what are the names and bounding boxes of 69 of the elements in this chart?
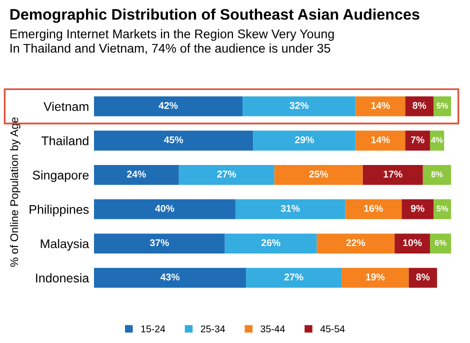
legend-label: 45-54 bbox=[320, 326, 345, 332]
data-label: 42% bbox=[158, 102, 178, 109]
data-label: 10% bbox=[403, 239, 422, 246]
data-label: 43% bbox=[160, 274, 180, 280]
bar bbox=[430, 234, 452, 254]
y-tick-label: Thailand bbox=[41, 136, 88, 146]
bar bbox=[356, 130, 406, 151]
bar bbox=[178, 164, 274, 185]
bar bbox=[274, 164, 363, 185]
bar bbox=[94, 164, 179, 185]
y-axis-title: % of Online Population by Age bbox=[10, 118, 20, 267]
chart-title: Demographic Distribution of Southeast Asian Audiences bbox=[10, 8, 420, 23]
data-label: 31% bbox=[280, 204, 300, 212]
y-tick-label: Indonesia bbox=[36, 273, 90, 282]
data-label: 45% bbox=[164, 136, 184, 144]
legend-label: 25-34 bbox=[200, 325, 225, 332]
data-label: 29% bbox=[295, 136, 314, 144]
bar bbox=[342, 268, 409, 288]
data-label: 8% bbox=[431, 171, 443, 178]
data-label: 8% bbox=[416, 274, 430, 280]
y-tick-label: Philippines bbox=[30, 204, 89, 216]
bar bbox=[246, 268, 342, 288]
bar bbox=[362, 164, 423, 185]
data-label: 7% bbox=[410, 136, 424, 144]
data-label: 26% bbox=[261, 239, 280, 246]
data-label: 5% bbox=[436, 102, 448, 109]
data-label: 6% bbox=[434, 240, 446, 246]
data-label: 16% bbox=[364, 204, 383, 212]
data-label: 32% bbox=[290, 102, 309, 109]
bar bbox=[434, 96, 452, 116]
data-label: 27% bbox=[284, 274, 304, 280]
bar bbox=[405, 130, 430, 151]
chart-subtitle: Emerging Internet Markets in the Region Skew Very Young In Thailand and Vietnam, 74% of the audience is under 35 bbox=[10, 29, 334, 54]
data-label: 40% bbox=[155, 204, 174, 212]
bar bbox=[405, 96, 434, 116]
data-label: 22% bbox=[346, 239, 366, 246]
y-tick-label: Singapore bbox=[32, 170, 89, 182]
bar bbox=[253, 130, 356, 151]
data-label: 5% bbox=[436, 206, 448, 212]
bar bbox=[345, 199, 402, 220]
y-tick-label: Vietnam bbox=[44, 102, 88, 111]
data-label: 14% bbox=[371, 102, 390, 109]
data-label: 37% bbox=[150, 239, 169, 246]
legend-label: 35-44 bbox=[260, 325, 285, 332]
bar bbox=[94, 268, 246, 288]
data-label: 14% bbox=[371, 136, 390, 144]
bar bbox=[394, 234, 430, 254]
bar bbox=[94, 130, 254, 151]
data-label: 24% bbox=[127, 170, 146, 178]
data-label: 9% bbox=[410, 204, 424, 212]
bar bbox=[356, 96, 406, 116]
y-tick-label: Malaysia bbox=[40, 239, 90, 251]
bar bbox=[422, 164, 452, 185]
legend-label: 15-24 bbox=[141, 325, 166, 332]
bar bbox=[94, 96, 243, 116]
data-label: 8% bbox=[412, 102, 426, 109]
bar bbox=[94, 199, 236, 220]
data-label: 27% bbox=[217, 170, 236, 178]
bar bbox=[235, 199, 346, 220]
bar bbox=[242, 96, 356, 116]
bar bbox=[94, 234, 225, 254]
bar bbox=[402, 199, 434, 220]
data-label: 17% bbox=[384, 170, 402, 178]
bar bbox=[224, 234, 317, 254]
data-label: 25% bbox=[309, 170, 328, 178]
data-label: 19% bbox=[366, 274, 385, 280]
bar bbox=[316, 234, 395, 254]
data-label: 4% bbox=[431, 136, 443, 143]
bar bbox=[408, 268, 438, 288]
